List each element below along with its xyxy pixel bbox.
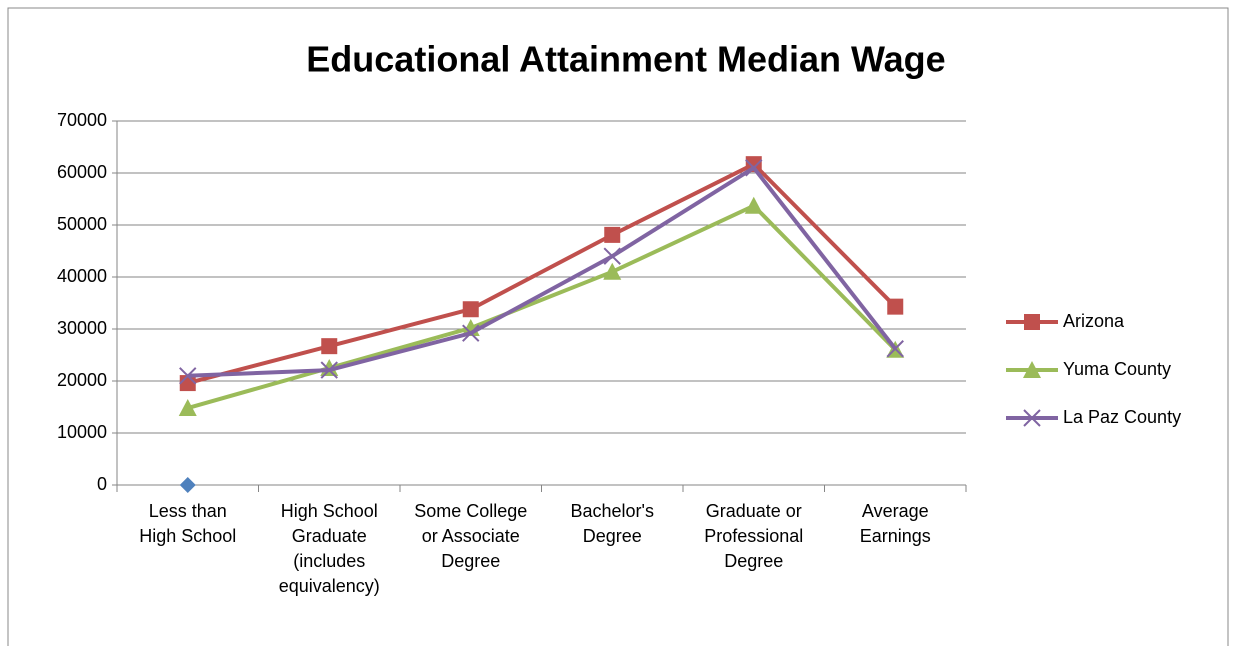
series-line — [187, 203, 897, 410]
x-tick-label: Average Earnings — [859, 501, 931, 546]
data-point — [886, 340, 904, 358]
data-point — [179, 477, 196, 493]
series-line — [187, 165, 897, 378]
x-tick-label: Bachelor's Degree — [570, 501, 654, 546]
x-tick-label: Graduate or Professional Degree — [704, 501, 804, 571]
x-tick-label: Less than High School — [139, 501, 237, 546]
chart-title: Educational Attainment Median Wage — [306, 39, 945, 80]
legend-marker — [1024, 314, 1040, 330]
data-point — [321, 338, 338, 355]
y-tick-label: 10000 — [57, 422, 107, 442]
data-point — [178, 399, 197, 417]
chart-frame — [7, 7, 1229, 646]
y-tick-label: 70000 — [57, 110, 107, 130]
data-point — [887, 298, 904, 315]
legend-marker — [1023, 409, 1041, 427]
series-line — [187, 162, 897, 386]
data-point — [745, 159, 763, 177]
legend-label: Yuma County — [1063, 359, 1171, 379]
legend-marker — [1023, 361, 1041, 378]
x-tick-label: Some College or Associate Degree — [414, 501, 528, 571]
data-point — [462, 301, 479, 318]
legend-label: La Paz County — [1063, 407, 1181, 427]
data-point — [462, 324, 480, 342]
data-point — [320, 361, 338, 379]
data-point — [603, 262, 622, 280]
y-tick-label: 60000 — [57, 162, 107, 182]
x-tick-label: High School Graduate (includes equivalen… — [278, 501, 380, 596]
y-tick-label: 20000 — [57, 370, 107, 390]
y-tick-label: 30000 — [57, 318, 107, 338]
data-point — [744, 196, 763, 214]
data-point — [603, 247, 621, 265]
legend-label: Arizona — [1063, 311, 1125, 331]
data-point — [604, 226, 621, 243]
y-tick-label: 0 — [97, 474, 107, 494]
y-tick-label: 40000 — [57, 266, 107, 286]
data-point — [179, 367, 197, 385]
y-tick-label: 50000 — [57, 214, 107, 234]
